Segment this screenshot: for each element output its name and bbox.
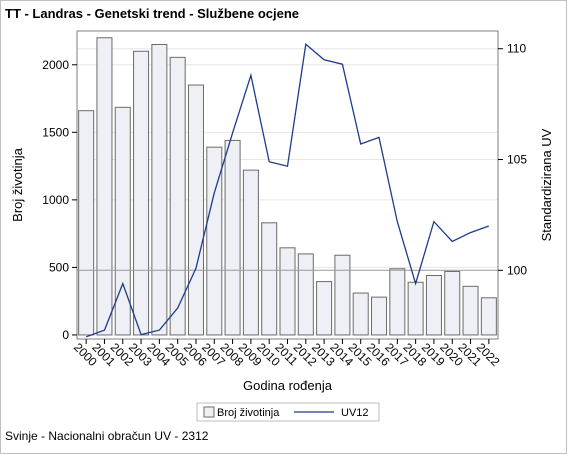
y2-tick-label: 105 bbox=[507, 153, 527, 167]
y-tick-label: 2000 bbox=[42, 58, 69, 72]
legend-line-label: UV12 bbox=[341, 407, 369, 419]
x-axis-ticks: 2000200120022003200420052006200720082009… bbox=[71, 339, 503, 369]
y-tick-label: 0 bbox=[62, 328, 69, 342]
legend-bar-label: Broj životinja bbox=[217, 407, 280, 419]
y-tick-label: 1500 bbox=[42, 125, 69, 139]
y2-axis-ticks: 100 105 110 bbox=[498, 42, 527, 277]
y2-tick-label: 100 bbox=[507, 263, 527, 277]
bar bbox=[169, 56, 186, 336]
bar bbox=[151, 44, 168, 336]
bar bbox=[242, 169, 259, 336]
bar bbox=[316, 281, 333, 336]
y-axis-ticks: 0 500 1000 1500 2000 bbox=[42, 58, 77, 342]
bar bbox=[352, 292, 369, 336]
legend: Broj životinja UV12 bbox=[196, 402, 380, 422]
bar bbox=[261, 222, 278, 336]
y-axis-label: Broj životinja bbox=[10, 147, 25, 221]
chart-title: TT - Landras - Genetski trend - Službene… bbox=[5, 6, 299, 21]
y2-tick-label: 110 bbox=[507, 42, 526, 56]
bar bbox=[96, 37, 113, 336]
bar bbox=[78, 110, 95, 336]
footnote: Svinje - Nacionalni obračun UV - 2312 bbox=[5, 429, 209, 443]
bar bbox=[187, 84, 204, 336]
bar bbox=[297, 253, 314, 336]
bar bbox=[407, 281, 424, 336]
bar bbox=[114, 106, 131, 336]
uv12-line bbox=[85, 43, 490, 338]
y-tick-label: 500 bbox=[49, 260, 69, 274]
bar-series bbox=[78, 37, 497, 336]
bar bbox=[206, 146, 223, 336]
bar bbox=[224, 139, 241, 336]
x-axis-label: Godina rođenja bbox=[243, 378, 333, 393]
bar bbox=[425, 275, 442, 336]
bar bbox=[480, 297, 497, 336]
bar bbox=[462, 285, 479, 336]
bar bbox=[371, 296, 388, 336]
bar bbox=[444, 270, 461, 336]
bar bbox=[334, 254, 351, 336]
bar bbox=[389, 268, 406, 336]
y2-axis-label: Standardizirana UV bbox=[539, 128, 554, 241]
bar bbox=[279, 247, 296, 336]
bar bbox=[133, 50, 150, 336]
legend-border bbox=[196, 402, 380, 422]
y-tick-label: 1000 bbox=[42, 193, 69, 207]
legend-bar-swatch bbox=[203, 406, 215, 418]
